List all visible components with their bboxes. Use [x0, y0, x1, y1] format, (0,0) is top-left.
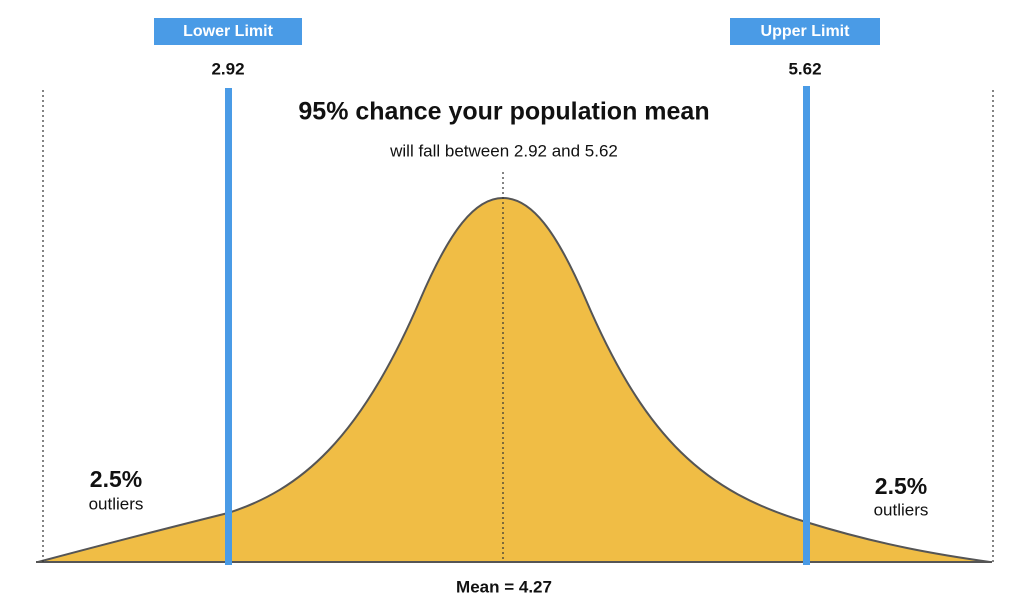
upper-limit-value: 5.62	[788, 59, 821, 78]
left-tail-label: outliers	[89, 494, 144, 513]
mean-label: Mean = 4.27	[456, 577, 552, 596]
right-tail-label: outliers	[874, 500, 929, 519]
headline-title: 95% chance your population mean	[298, 98, 709, 126]
lower-limit-value: 2.92	[211, 59, 244, 78]
lower-limit-label: Lower Limit	[183, 23, 273, 40]
lower-limit-line	[225, 88, 232, 565]
upper-limit-line	[803, 86, 810, 565]
lower-limit-box	[154, 18, 302, 45]
headline-subtitle: will fall between 2.92 and 5.62	[389, 141, 618, 160]
left-tail-percent: 2.5%	[90, 466, 142, 492]
right-tail-percent: 2.5%	[875, 473, 927, 499]
bell-curve	[37, 196, 991, 563]
upper-limit-box	[730, 18, 880, 45]
upper-limit-label: Upper Limit	[761, 23, 851, 40]
